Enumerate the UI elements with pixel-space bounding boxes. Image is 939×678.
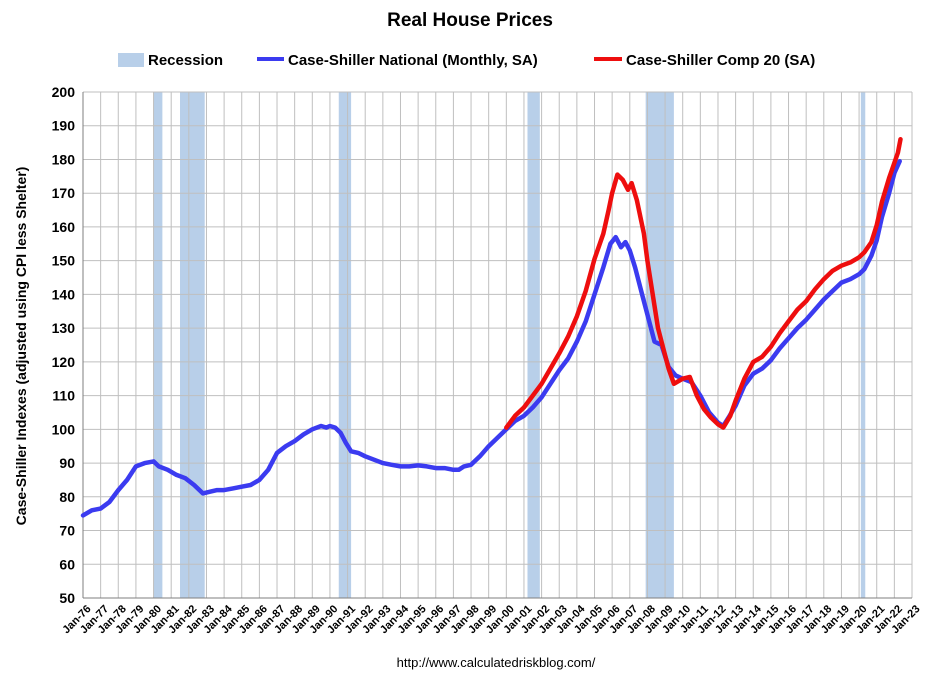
y-tick-label: 130 <box>52 320 76 336</box>
y-tick-label: 100 <box>52 421 76 437</box>
series-line-comp20 <box>504 136 903 430</box>
recession-band <box>153 92 163 598</box>
y-tick-label: 150 <box>52 253 76 269</box>
legend-label-national: Case-Shiller National (Monthly, SA) <box>288 52 538 69</box>
y-tick-label: 140 <box>52 286 76 302</box>
y-tick-label: 180 <box>52 151 76 167</box>
y-tick-label: 80 <box>59 489 75 505</box>
recession-band <box>180 92 205 598</box>
y-tick-label: 50 <box>59 590 75 606</box>
y-tick-label: 70 <box>59 523 75 539</box>
y-tick-label: 170 <box>52 185 76 201</box>
y-tick-label: 90 <box>59 455 75 471</box>
y-tick-label: 190 <box>52 118 76 134</box>
y-tick-label: 110 <box>52 388 75 404</box>
y-tick-label: 60 <box>59 556 75 572</box>
y-axis-label: Case-Shiller Indexes (adjusted using CPI… <box>13 167 29 526</box>
recession-band <box>338 92 352 598</box>
series-line-national <box>80 158 902 518</box>
source-url[interactable]: http://www.calculatedriskblog.com/ <box>397 655 596 670</box>
legend-swatch-recession <box>118 53 144 67</box>
y-tick-label: 160 <box>52 219 76 235</box>
legend-label-comp20: Case-Shiller Comp 20 (SA) <box>626 52 815 69</box>
chart-title: Real House Prices <box>387 10 553 31</box>
y-tick-label: 120 <box>52 354 76 370</box>
legend: Recession Case-Shiller National (Monthly… <box>118 52 815 69</box>
plot-area: 50 60 70 80 90 100 110 120 130 140 150 160 170 180 190… <box>52 84 923 636</box>
recession-band <box>860 92 866 598</box>
y-tick-label: 200 <box>52 84 76 100</box>
recession-band <box>527 92 540 598</box>
legend-label-recession: Recession <box>148 52 223 69</box>
